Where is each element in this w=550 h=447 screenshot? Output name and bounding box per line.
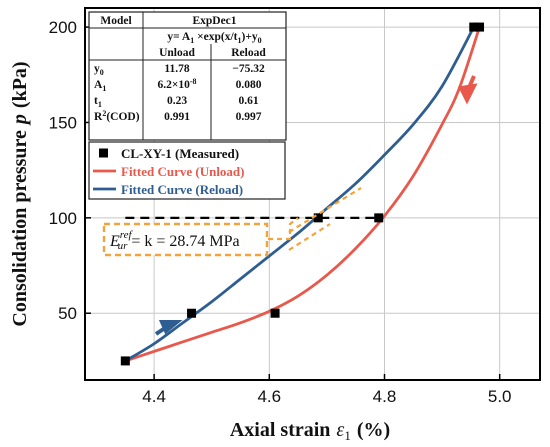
table-header-model: Model	[100, 15, 131, 27]
x-tick-label: 5.0	[488, 387, 512, 406]
x-tick-label: 4.4	[142, 387, 166, 406]
axes	[84, 7, 541, 381]
table-header-name: ExpDec1	[192, 15, 236, 27]
data-point	[475, 22, 485, 32]
plot-frame	[84, 7, 541, 381]
series-line-reload	[124, 26, 476, 363]
modulus-annotation: Eref ur = k = 28.74 MPa	[102, 187, 362, 257]
x-tick-label: 4.8	[373, 387, 397, 406]
table-unload-value: 6.2×10-8	[157, 77, 196, 91]
y-tick-label: 150	[49, 113, 77, 132]
table-reload-value: 0.080	[236, 79, 262, 91]
data-point	[270, 308, 280, 318]
y-tick-label: 100	[49, 209, 77, 228]
data-point	[374, 213, 384, 223]
legend-label: Fitted Curve (Unload)	[121, 164, 245, 179]
data-point	[120, 356, 130, 366]
table-param: y0	[94, 63, 104, 77]
x-axis-title: Axial strain ε1 (%)	[230, 419, 390, 443]
y-axis-title: Consolidation pressurep(kPa)	[9, 61, 31, 326]
table-unload-value: 0.23	[167, 95, 187, 107]
fit-parameter-table: Model ExpDec1 y= A1 ×exp(x/t1)+y0 Unload Rel…	[88, 11, 287, 141]
legend-label: CL-XY-1 (Measured)	[121, 146, 239, 161]
table-reload-value: 0.997	[236, 111, 262, 123]
series-line-unload	[124, 26, 481, 363]
legend-frame	[88, 141, 286, 200]
table-col-unload: Unload	[159, 47, 195, 59]
tick-labels: 4.4 4.6 4.8 5.0 50 100 150 200	[49, 18, 512, 406]
x-tick-label: 4.6	[257, 387, 281, 406]
table-param: t1	[94, 95, 102, 109]
table-reload-value: −75.32	[232, 63, 265, 75]
table-reload-value: 0.61	[238, 95, 258, 107]
table-unload-value: 11.78	[164, 63, 189, 75]
legend-label: Fitted Curve (Reload)	[121, 182, 243, 197]
table-col-reload: Reload	[231, 47, 266, 59]
data-point	[313, 213, 323, 223]
series-layer	[120, 22, 485, 366]
y-tick-label: 50	[58, 304, 77, 323]
annotation-wedge	[288, 187, 362, 251]
reload-direction-arrow	[154, 320, 183, 336]
legend-swatch-marker	[99, 148, 108, 158]
y-tick-label: 200	[49, 18, 77, 37]
data-point	[187, 308, 197, 318]
table-equation: y= A1 ×exp(x/t1)+y0	[167, 31, 261, 45]
annotation-box	[102, 222, 269, 257]
table-unload-value: 0.991	[164, 111, 190, 123]
table-param: R2(COD)	[94, 109, 140, 123]
table-frame	[88, 11, 287, 141]
table-param: A1	[94, 79, 106, 93]
annotation-text: Eref ur = k = 28.74 MPa	[109, 229, 240, 252]
data-point	[469, 22, 479, 32]
direction-arrows	[154, 75, 478, 336]
legend: CL-XY-1 (Measured) Fitted Curve (Unload) F…	[88, 141, 286, 200]
unload-direction-arrow	[457, 75, 478, 105]
